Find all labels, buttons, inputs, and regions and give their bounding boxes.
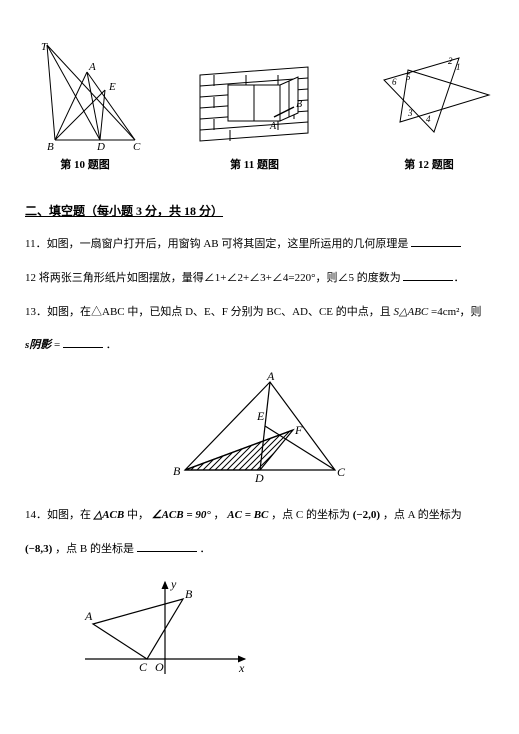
label-A-win: A	[269, 121, 277, 132]
q12-text: 12 将两张三角形纸片如图摆放，量得∠1+∠2+∠3+∠4=220°，则∠5 的…	[25, 272, 401, 284]
q11-blank	[411, 235, 461, 247]
q14-f: AC = BC	[227, 509, 268, 521]
f14-O: O	[155, 660, 164, 674]
f14-A: A	[84, 609, 93, 623]
question-12: 12 将两张三角形纸片如图摆放，量得∠1+∠2+∠3+∠4=220°，则∠5 的…	[25, 269, 494, 289]
q14-coord2: (−8,3)	[25, 543, 52, 555]
section-title: 二、填空题（每小题 3 分，共 18 分）	[25, 202, 494, 219]
f14-C: C	[139, 660, 148, 674]
caption-12: 第 12 题图	[404, 156, 454, 172]
q14-h: ，点 A 的坐标为	[383, 509, 462, 521]
q12-blank	[403, 269, 453, 281]
q13-blank	[63, 336, 103, 348]
q14-coord1: (−2,0)	[353, 509, 380, 521]
q13-s-shadow: s阴影	[25, 339, 51, 351]
q14-a: 14．如图，在	[25, 509, 94, 521]
figure-10-wrap: T A E B D C 第 10 题图	[25, 40, 145, 172]
f13-C: C	[337, 465, 346, 479]
figure-12-wrap: 1 2 6 5 3 4 第 12 题图	[364, 50, 494, 172]
f13-F: F	[294, 423, 303, 437]
label-C: C	[133, 141, 141, 150]
angle-1: 1	[456, 62, 461, 72]
question-13: 13．如图，在△ABC 中，已知点 D、E、F 分别为 BC、AD、CE 的中点…	[25, 303, 494, 323]
question-11: 11．如图，一扇窗户打开后，用窗钩 AB 可将其固定，这里所运用的几何原理是	[25, 235, 494, 255]
figure-14-svg: A B C O x y	[75, 574, 255, 684]
f14-y: y	[170, 577, 177, 591]
f14-B: B	[185, 587, 193, 601]
figure-11-svg: A B	[190, 55, 320, 150]
figure-13-wrap: A B C D E F	[25, 370, 494, 490]
label-B: B	[47, 141, 54, 150]
label-E: E	[108, 81, 116, 93]
q14-g: ，点 C 的坐标为	[271, 509, 353, 521]
f13-E: E	[256, 409, 265, 423]
q14-c: 中，	[127, 509, 149, 521]
figure-12-svg: 1 2 6 5 3 4	[364, 50, 494, 150]
label-D: D	[96, 141, 105, 150]
q13-a: 13．如图，在△ABC 中，已知点 D、E、F 分别为 BC、AD、CE 的中点…	[25, 306, 394, 318]
q14-blank	[137, 540, 197, 552]
angle-6: 3	[407, 108, 413, 118]
figure-14-wrap: A B C O x y	[25, 574, 494, 684]
question-14: 14．如图，在 △ACB 中， ∠ACB = 90° ， AC = BC ，点 …	[25, 506, 494, 526]
q11-text: 11．如图，一扇窗户打开后，用窗钩 AB 可将其固定，这里所运用的几何原理是	[25, 238, 408, 250]
figures-row: T A E B D C 第 10 题图	[25, 40, 494, 172]
question-13-line2: s阴影 = ．	[25, 336, 494, 356]
q14-b: △ACB	[94, 509, 124, 521]
angle-5: 5	[406, 72, 411, 82]
label-B-win: B	[296, 99, 302, 110]
caption-10: 第 10 题图	[60, 156, 110, 172]
figure-13-svg: A B C D E F	[165, 370, 355, 490]
q13-eq: =	[54, 339, 60, 351]
q14-e: ，	[214, 509, 225, 521]
q13-end: ．	[106, 339, 117, 351]
f13-B: B	[173, 464, 181, 478]
q14-d: ∠ACB = 90°	[152, 509, 211, 521]
f13-A: A	[266, 370, 275, 383]
label-A: A	[88, 61, 96, 73]
label-T: T	[41, 41, 48, 53]
q14-i: ，点 B 的坐标是	[55, 543, 134, 555]
q13-sym: S△ABC	[394, 306, 429, 318]
angle-4: 4	[426, 114, 431, 124]
question-14-line2: (−8,3) ，点 B 的坐标是 ．	[25, 540, 494, 560]
q14-end: ．	[199, 543, 210, 555]
angle-3: 6	[392, 77, 397, 87]
q13-b: =4cm²，则	[431, 306, 481, 318]
caption-11: 第 11 题图	[230, 156, 279, 172]
f13-D: D	[254, 471, 264, 485]
f14-x: x	[238, 661, 245, 675]
angle-2: 2	[448, 56, 453, 66]
figure-11-wrap: A B 第 11 题图	[190, 55, 320, 172]
figure-10-svg: T A E B D C	[25, 40, 145, 150]
